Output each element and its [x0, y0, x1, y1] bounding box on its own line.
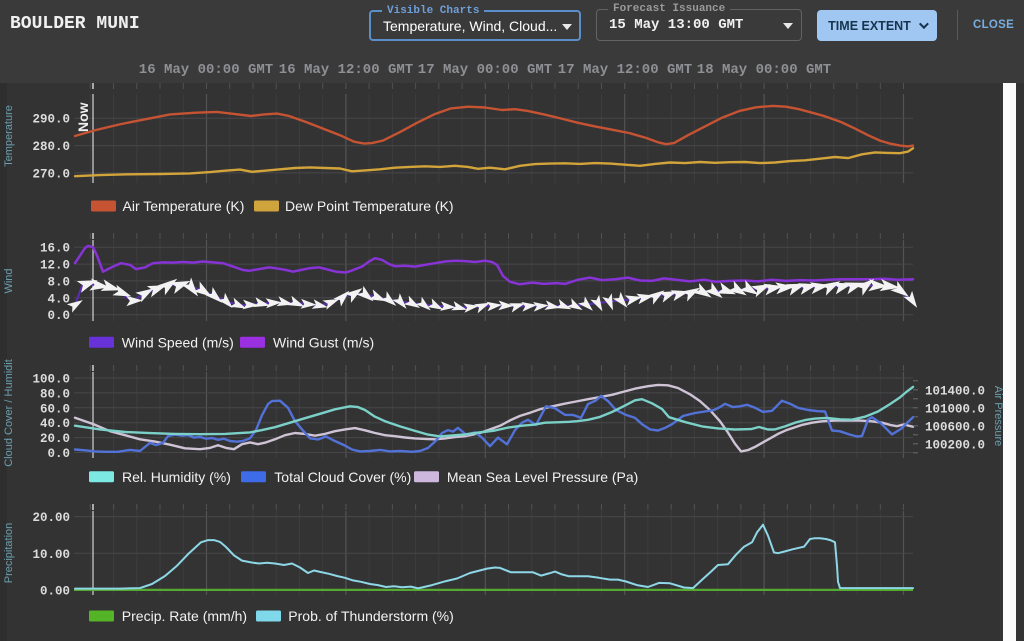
svg-text:101000.0: 101000.0 — [925, 402, 985, 416]
svg-text:101400.0: 101400.0 — [925, 384, 985, 398]
svg-text:Now: Now — [75, 102, 91, 132]
svg-text:20.00: 20.00 — [32, 511, 70, 525]
svg-text:16.0: 16.0 — [40, 242, 70, 256]
svg-text:Precip. Rate (mm/h): Precip. Rate (mm/h) — [122, 608, 247, 624]
svg-text:Wind Gust (m/s): Wind Gust (m/s) — [273, 334, 374, 350]
svg-text:Wind: Wind — [3, 268, 15, 293]
svg-text:270.0: 270.0 — [32, 167, 70, 181]
svg-text:Rel. Humidity (%): Rel. Humidity (%) — [122, 469, 231, 485]
svg-text:Dew Point Temperature (K): Dew Point Temperature (K) — [285, 198, 454, 214]
svg-text:Temperature: Temperature — [3, 105, 15, 167]
svg-text:290.0: 290.0 — [32, 113, 70, 127]
svg-text:Prob. of Thunderstorm (%): Prob. of Thunderstorm (%) — [288, 608, 453, 624]
svg-text:8.0: 8.0 — [47, 275, 70, 289]
svg-text:60.0: 60.0 — [40, 402, 70, 416]
svg-text:Precipitation: Precipitation — [3, 523, 15, 584]
svg-text:20.0: 20.0 — [40, 432, 70, 446]
svg-text:Wind Speed (m/s): Wind Speed (m/s) — [122, 334, 234, 350]
svg-text:0.0: 0.0 — [47, 447, 70, 461]
svg-text:Cloud Cover / Humidit: Cloud Cover / Humidit — [3, 359, 15, 467]
svg-text:100200.0: 100200.0 — [925, 438, 985, 452]
svg-text:0.0: 0.0 — [47, 309, 70, 323]
svg-text:100.0: 100.0 — [32, 373, 70, 387]
svg-text:Total Cloud Cover (%): Total Cloud Cover (%) — [274, 469, 411, 485]
svg-text:280.0: 280.0 — [32, 140, 70, 154]
svg-text:Air Temperature (K): Air Temperature (K) — [123, 198, 245, 214]
svg-text:10.00: 10.00 — [32, 548, 70, 562]
svg-text:80.0: 80.0 — [40, 387, 70, 401]
svg-text:0.00: 0.00 — [40, 584, 70, 598]
svg-text:Mean Sea Level Pressure (Pa): Mean Sea Level Pressure (Pa) — [447, 469, 638, 485]
svg-text:Air Pressure: Air Pressure — [992, 386, 1004, 447]
svg-text:100600.0: 100600.0 — [925, 420, 985, 434]
svg-text:4.0: 4.0 — [47, 292, 70, 306]
svg-text:40.0: 40.0 — [40, 417, 70, 431]
svg-text:12.0: 12.0 — [40, 259, 70, 273]
